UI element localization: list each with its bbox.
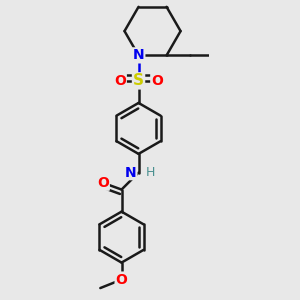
- Text: O: O: [116, 273, 128, 286]
- Text: O: O: [97, 176, 109, 190]
- Text: N: N: [125, 166, 137, 180]
- Text: O: O: [151, 74, 163, 88]
- Text: N: N: [133, 48, 144, 62]
- Text: S: S: [133, 74, 144, 88]
- Text: O: O: [114, 74, 126, 88]
- Text: H: H: [145, 166, 155, 179]
